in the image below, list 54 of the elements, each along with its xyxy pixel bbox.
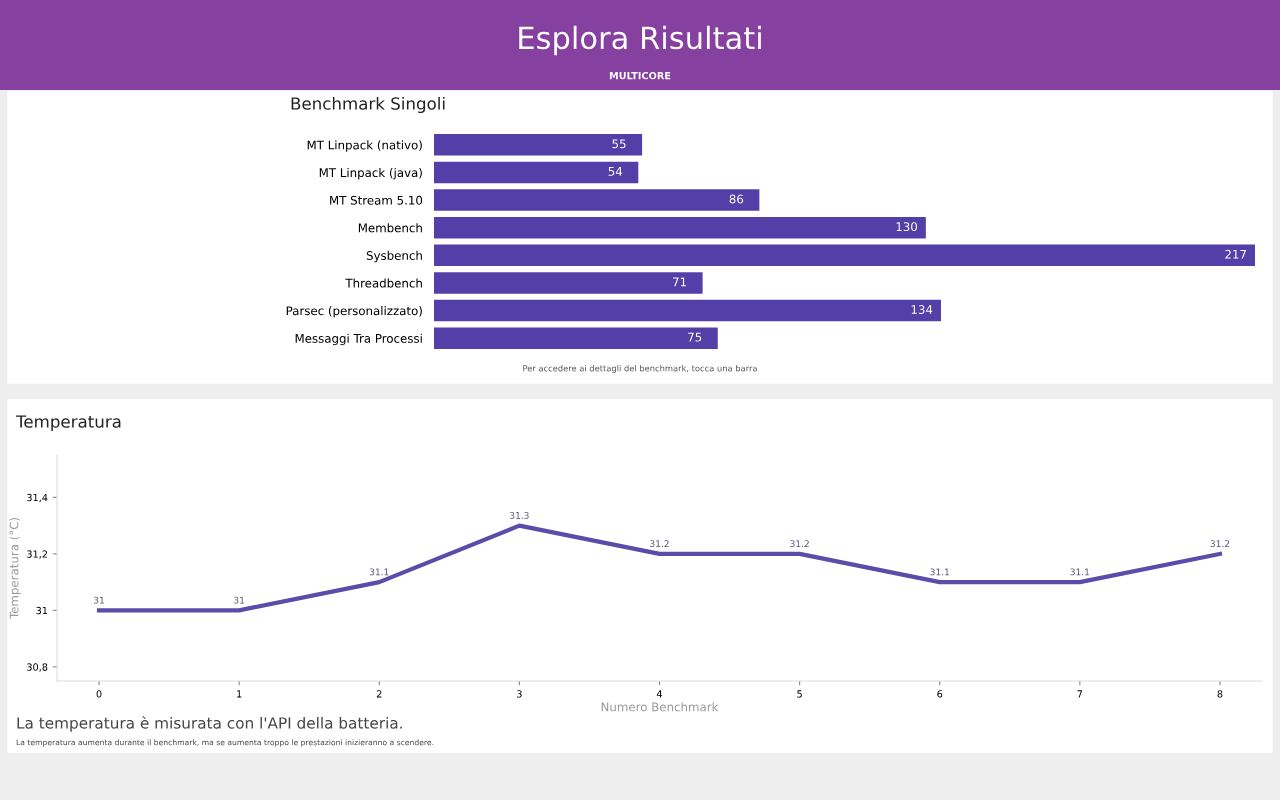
bar <box>434 161 639 184</box>
data-label: 86 <box>729 194 744 204</box>
text: Per accedere ai dettagli del benchmark, tocca una barra <box>523 364 757 374</box>
bar <box>434 299 941 322</box>
bar <box>434 327 718 349</box>
x-tick-label: 2 <box>376 690 382 698</box>
y-tick-label: MT Linpack (java) <box>319 167 422 180</box>
data-label: 71 <box>673 277 686 287</box>
bar <box>434 216 926 239</box>
data-label: 31 <box>93 596 104 604</box>
text: MULTICORE <box>609 71 671 80</box>
y-axis-title: Temperatura (°C) <box>9 517 21 620</box>
data-label: 31 <box>234 596 245 604</box>
text: La temperatura è misurata con l'API della batteria. <box>17 716 402 732</box>
y-tick-label: 31,2 <box>27 550 47 559</box>
y-tick-label: MT Linpack (nativo) <box>307 140 422 152</box>
x-axis-title: Numero Benchmark <box>601 702 719 712</box>
x-tick-label: 5 <box>797 690 802 698</box>
chart-title: Benchmark Singoli <box>291 96 445 114</box>
data-label: 31.3 <box>510 511 529 519</box>
data-label: 55 <box>612 139 626 149</box>
data-label: 54 <box>608 167 623 176</box>
x-tick-label: 6 <box>937 690 943 698</box>
data-label: 31.2 <box>1210 540 1230 548</box>
y-tick-label: 31 <box>36 606 48 615</box>
x-tick-label: 7 <box>1077 690 1083 698</box>
data-label: 130 <box>896 222 918 232</box>
data-label: 31.1 <box>930 568 949 576</box>
y-tick-label: Membench <box>358 223 422 233</box>
bar <box>434 272 703 294</box>
y-tick-label: MT Stream 5.10 <box>330 195 423 205</box>
bar <box>434 244 1255 267</box>
y-tick-label: Messaggi Tra Processi <box>295 333 422 346</box>
data-label: 134 <box>911 305 933 314</box>
x-tick-label: 8 <box>1217 690 1223 698</box>
y-tick-label: 31,4 <box>27 493 48 503</box>
y-tick-label: Parsec (personalizzato) <box>286 306 422 318</box>
data-label: 31.1 <box>1070 568 1090 576</box>
chart-title: Temperatura <box>15 415 121 432</box>
data-label: 75 <box>688 332 702 342</box>
text: Esplora Risultati <box>519 25 761 56</box>
y-tick-label: Sysbench <box>366 250 422 263</box>
y-tick-label: 30,8 <box>27 663 48 672</box>
data-label: 31.2 <box>650 540 669 548</box>
x-tick-label: 4 <box>656 690 663 698</box>
x-tick-label: 3 <box>517 690 522 698</box>
bar <box>434 134 643 156</box>
x-tick-label: 0 <box>96 690 102 698</box>
bar <box>434 189 760 211</box>
data-label: 31.1 <box>369 568 389 576</box>
data-label: 31.2 <box>790 540 809 548</box>
data-label: 217 <box>1225 249 1246 259</box>
y-tick-label: Threadbench <box>345 278 422 288</box>
x-tick-label: 1 <box>237 690 242 698</box>
